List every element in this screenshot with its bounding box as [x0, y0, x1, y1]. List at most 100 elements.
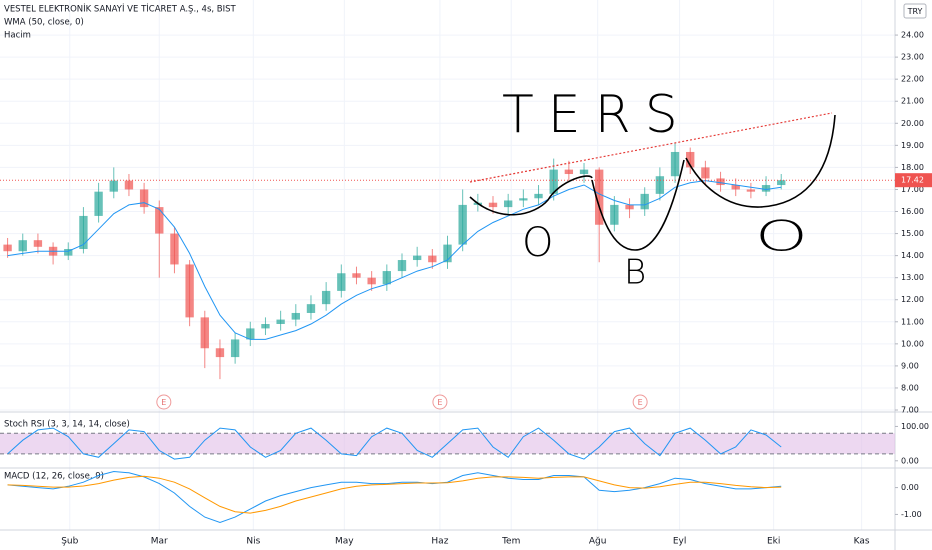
candle-body [458, 204, 467, 245]
candle-body [337, 273, 346, 291]
y-tick-label: 22.00 [901, 75, 924, 84]
candle-body [246, 328, 255, 340]
candle-body [579, 169, 589, 175]
y-tick-label: 10.00 [901, 339, 924, 348]
y-tick-label: 12.00 [901, 295, 924, 304]
y-tick-label: 18.00 [901, 163, 924, 172]
candle-body [155, 207, 164, 234]
annotation: B [624, 253, 646, 293]
candle-body [367, 277, 376, 285]
drawing-curve [591, 159, 685, 251]
y-tick-label: 17.00 [901, 185, 924, 194]
candle-body [124, 180, 134, 190]
event-marker [156, 394, 172, 410]
candle-body [261, 323, 270, 329]
annotation: O [755, 212, 808, 261]
y-tick-label: 15.00 [901, 229, 924, 238]
chart-title: VESTEL ELEKTRONİK SANAYİ VE TİCARET A.Ş.… [4, 4, 237, 15]
line [7, 470, 782, 524]
candle-body [625, 204, 634, 210]
x-tick-label: Kas [854, 537, 870, 547]
grid [0, 0, 895, 530]
y-tick-label: 100.00 [901, 422, 929, 431]
currency[interactable]: TRY [907, 7, 923, 16]
candle-body [686, 151, 695, 168]
candle-body [230, 339, 240, 358]
candle-body [170, 233, 179, 265]
event-label: E [638, 398, 643, 407]
y-tick-label: 24.00 [901, 31, 924, 40]
drawing-curve [469, 175, 593, 216]
event-label: E [437, 398, 442, 407]
event-label: E [161, 398, 166, 407]
candle-body [200, 317, 209, 349]
y-tick-label: -1.00 [901, 510, 922, 519]
candle-body [640, 193, 649, 210]
candle-body [18, 240, 27, 252]
candle-body [655, 176, 665, 194]
y-tick-label: 9.00 [901, 361, 919, 370]
event-marker [632, 394, 648, 410]
y-tick-label: 7.00 [901, 406, 919, 415]
indicator-label: MACD (12, 26, close, 9) [4, 472, 104, 482]
candle-body [185, 264, 194, 318]
y-tick-label: 21.00 [901, 97, 924, 106]
event-marker [432, 394, 448, 410]
candle-body [215, 348, 225, 358]
candle-body [534, 193, 543, 199]
annotation: O [522, 220, 553, 266]
candle-body [670, 151, 680, 177]
trend-line [469, 112, 833, 183]
candle-body [701, 167, 710, 179]
currency-box[interactable] [903, 3, 927, 19]
candle-body [382, 271, 391, 285]
candle-body [761, 185, 771, 192]
y-tick-label: 0.00 [901, 456, 919, 465]
candle-body [610, 204, 619, 225]
line [7, 475, 782, 514]
candle-body [94, 191, 103, 216]
x-tick-label: Mar [151, 537, 168, 547]
plot [0, 143, 895, 380]
y-tick-label: 8.00 [901, 383, 919, 392]
y-tick-label: 0.00 [901, 483, 919, 492]
x-tick-label: Eki [767, 537, 780, 547]
candle-body [716, 178, 725, 186]
x-tick-label: Haz [431, 537, 448, 547]
drawing-curve [685, 114, 836, 208]
candle-body [3, 244, 12, 252]
candle-body [397, 260, 407, 272]
candle-body [488, 202, 498, 208]
candle-body [777, 180, 786, 186]
candle-body [109, 180, 118, 192]
candle-body [291, 312, 300, 320]
price-label-box [895, 173, 932, 188]
y-tick-label: 16.00 [901, 207, 924, 216]
candle-body [321, 290, 331, 305]
candle-body [443, 244, 452, 263]
line [7, 180, 782, 340]
y-tick-label: 11.00 [901, 317, 924, 326]
candle-body [139, 189, 149, 208]
volume-label: Hacim [4, 31, 31, 41]
candle-body [731, 185, 740, 190]
y-tick-label: 13.00 [901, 273, 924, 282]
x-tick-label: Eyl [673, 537, 687, 547]
y-tick-label: 20.00 [901, 119, 924, 128]
candle-body [79, 215, 88, 250]
candle-body [504, 200, 513, 208]
candle-body [549, 169, 558, 194]
candle-body [64, 249, 73, 256]
candle-body [306, 304, 316, 313]
candle-body [428, 255, 437, 263]
line [7, 427, 782, 460]
x-tick-label: Tem [501, 537, 520, 547]
candle-body [352, 273, 361, 278]
annotation: TERS [502, 85, 692, 145]
x-tick-label: Şub [61, 537, 78, 547]
candle-body [595, 169, 604, 225]
y-tick-label: 14.00 [901, 251, 924, 260]
price-label: 17.42 [901, 176, 924, 185]
